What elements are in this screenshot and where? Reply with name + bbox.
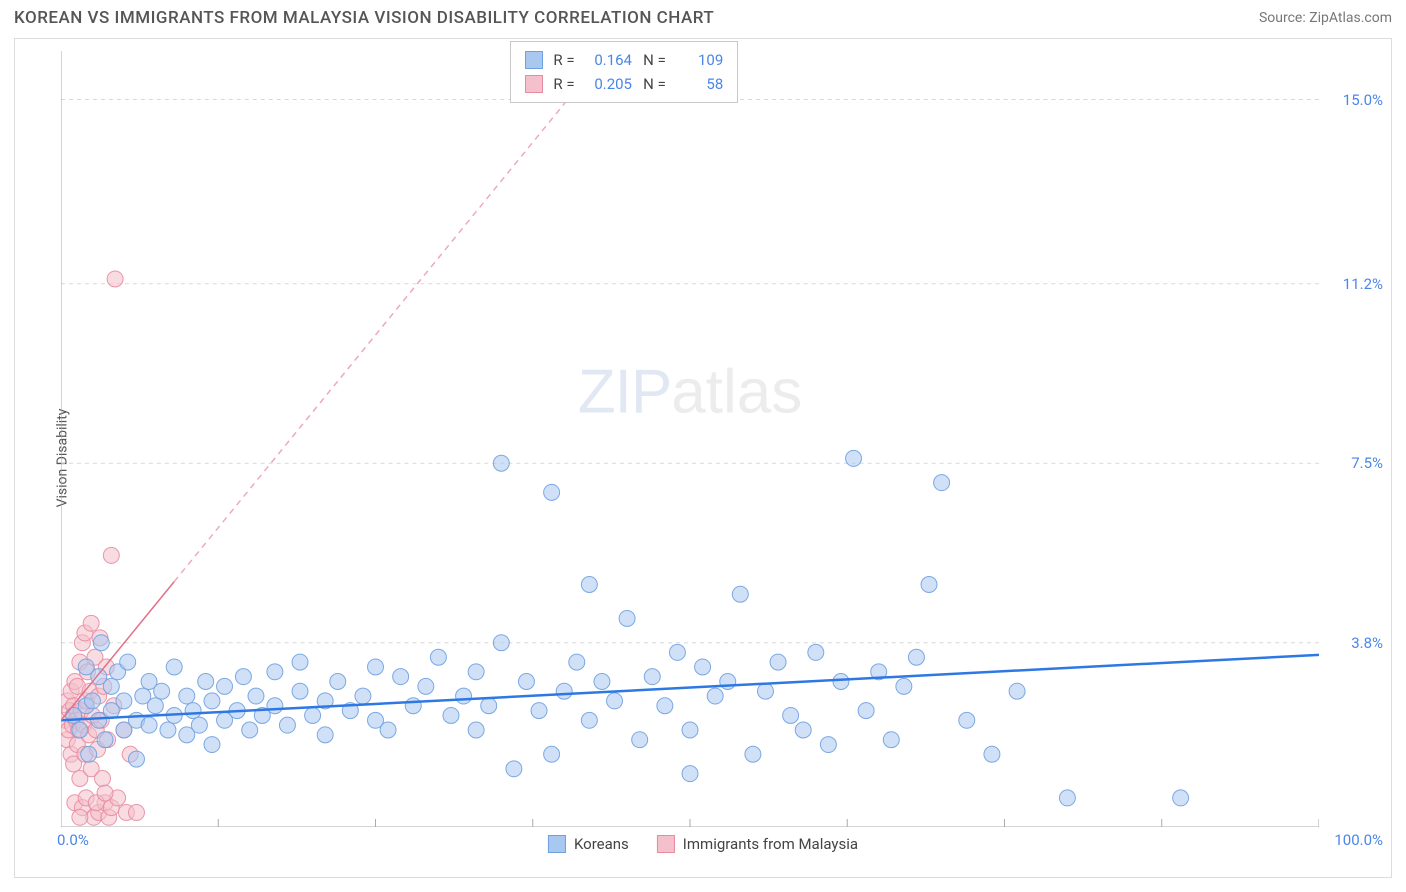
y-tick-label: 15.0% xyxy=(1343,91,1383,109)
stats-text: R = 0.205 N = 58 xyxy=(553,72,723,96)
y-tick-label: 3.8% xyxy=(1351,634,1383,652)
y-tick-label: 11.2% xyxy=(1343,275,1383,293)
chart-title: KOREAN VS IMMIGRANTS FROM MALAYSIA VISIO… xyxy=(14,8,714,28)
stats-row: R = 0.205 N = 58 xyxy=(525,72,723,96)
legend-label: Koreans xyxy=(574,835,629,853)
legend-item: Immigrants from Malaysia xyxy=(657,835,858,853)
series-swatch xyxy=(525,51,543,69)
source-prefix: Source: xyxy=(1259,10,1309,26)
source-attribution: Source: ZipAtlas.com xyxy=(1259,10,1392,26)
plot-area: ZIPatlas xyxy=(61,51,1319,827)
legend-swatch xyxy=(548,835,566,853)
legend-item: Koreans xyxy=(548,835,629,853)
legend-label: Immigrants from Malaysia xyxy=(683,835,858,853)
chart-header: KOREAN VS IMMIGRANTS FROM MALAYSIA VISIO… xyxy=(0,0,1406,34)
scatter-svg xyxy=(61,51,1319,827)
chart-container: Vision Disability ZIPatlas R = 0.164 N =… xyxy=(14,38,1392,878)
y-tick-label: 7.5% xyxy=(1351,454,1383,472)
correlation-stats-box: R = 0.164 N = 109R = 0.205 N = 58 xyxy=(510,41,738,103)
source-name: ZipAtlas.com xyxy=(1309,10,1392,26)
x-tick-label: 100.0% xyxy=(1334,831,1383,849)
legend: Koreans Immigrants from Malaysia xyxy=(548,835,858,853)
stats-row: R = 0.164 N = 109 xyxy=(525,48,723,72)
stats-text: R = 0.164 N = 109 xyxy=(553,48,723,72)
legend-swatch xyxy=(657,835,675,853)
series-swatch xyxy=(525,75,543,93)
x-tick-label: 0.0% xyxy=(57,831,89,849)
